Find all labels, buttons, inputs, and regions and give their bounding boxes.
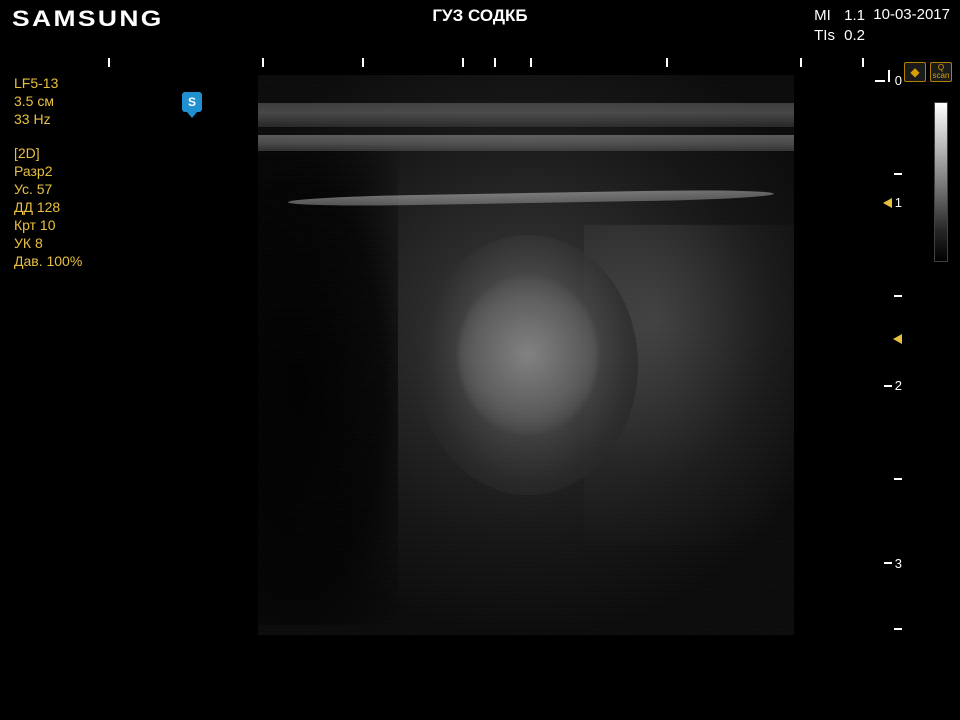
depth-tick: 0 (875, 73, 902, 88)
safety-indices: MI 1.1 TIs 0.2 (814, 6, 865, 46)
orientation-letter: S (188, 95, 196, 109)
mode-label: [2D] (14, 144, 82, 162)
tls-value: 0.2 (844, 26, 865, 46)
tls-label: TIs (814, 26, 844, 46)
grayscale-bar (934, 102, 948, 262)
depth-tick (894, 173, 902, 175)
ruler-tick (462, 58, 464, 67)
mi-label: MI (814, 6, 844, 26)
ruler-tick (108, 58, 110, 67)
manufacturer-logo: SAMSUNG (12, 6, 164, 32)
hospital-name: ГУЗ СОДКБ (432, 6, 527, 26)
ruler-tick (862, 58, 864, 67)
pressure-label: Дав. 100% (14, 252, 82, 270)
ruler-tick (494, 58, 496, 67)
depth-tick: 1 (883, 195, 902, 210)
depth-tick (893, 334, 902, 344)
depth-label: 3.5 см (14, 92, 82, 110)
depth-tick (894, 478, 902, 480)
depth-tick: 3 (884, 556, 902, 571)
depth-scale: 0123 (872, 80, 902, 635)
gain-label: Ус. 57 (14, 180, 82, 198)
ruler-tick (530, 58, 532, 67)
uk-label: УК 8 (14, 234, 82, 252)
mi-value: 1.1 (844, 6, 865, 26)
krt-label: Крт 10 (14, 216, 82, 234)
exam-date: 10-03-2017 (873, 6, 950, 23)
depth-tick (894, 295, 902, 297)
ultrasound-image (258, 75, 794, 635)
depth-tick (894, 628, 902, 630)
dd-label: ДД 128 (14, 198, 82, 216)
ruler-tick (362, 58, 364, 67)
orientation-marker: S (182, 92, 202, 112)
ruler-tick (262, 58, 264, 67)
probe-label: LF5-13 (14, 74, 82, 92)
header-bar: SAMSUNG ГУЗ СОДКБ MI 1.1 TIs 0.2 10-03-2… (0, 0, 960, 50)
imaging-parameters: LF5-13 3.5 см 33 Hz [2D] Разр2 Ус. 57 ДД… (14, 74, 82, 270)
resolution-label: Разр2 (14, 162, 82, 180)
ruler-tick (666, 58, 668, 67)
ruler-tick (800, 58, 802, 67)
hz-label: 33 Hz (14, 110, 82, 128)
top-ruler (0, 58, 960, 72)
depth-tick: 2 (884, 378, 902, 393)
